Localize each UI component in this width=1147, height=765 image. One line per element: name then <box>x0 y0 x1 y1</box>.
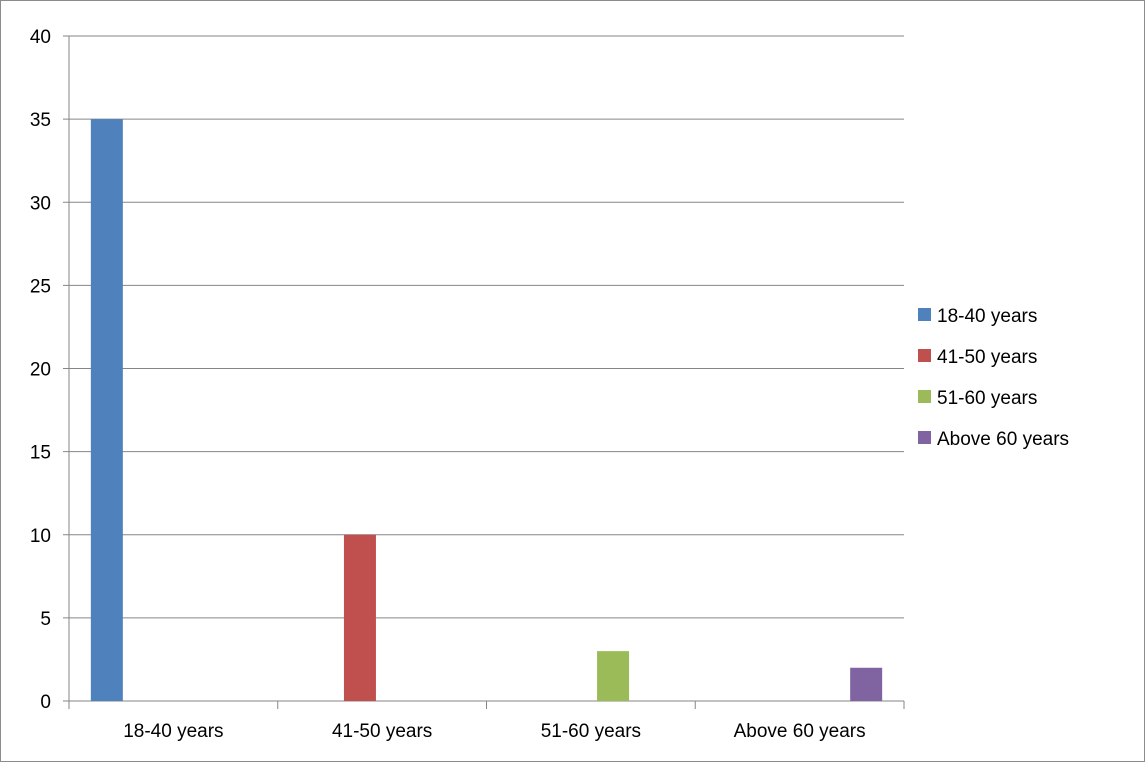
bar-51-60-years <box>597 651 630 701</box>
x-tick-label-2: 51-60 years <box>541 721 641 742</box>
legend-label-1: 41-50 years <box>937 347 1037 368</box>
y-tick-label-40: 40 <box>30 27 51 48</box>
legend-label-2: 51-60 years <box>937 388 1037 409</box>
legend-swatch-2 <box>918 390 931 403</box>
y-tick-label-5: 5 <box>40 609 51 630</box>
y-tick-label-20: 20 <box>30 360 51 381</box>
y-tick-label-0: 0 <box>40 692 51 713</box>
y-tick-label-30: 30 <box>30 193 51 214</box>
legend-label-3: Above 60 years <box>937 429 1069 450</box>
y-tick-label-15: 15 <box>30 443 51 464</box>
legend-swatch-1 <box>918 349 931 362</box>
bar-41-50-years <box>343 534 376 701</box>
legend-label-0: 18-40 years <box>937 306 1037 327</box>
bar-18-40-years <box>90 119 123 701</box>
x-tick-label-0: 18-40 years <box>123 721 223 742</box>
bar-above-60-years <box>850 667 883 701</box>
x-tick-label-1: 41-50 years <box>332 721 432 742</box>
y-tick-label-35: 35 <box>30 110 51 131</box>
x-tick-label-3: Above 60 years <box>734 721 866 742</box>
y-tick-label-10: 10 <box>30 526 51 547</box>
y-tick-label-25: 25 <box>30 276 51 297</box>
legend-swatch-3 <box>918 431 931 444</box>
legend-swatch-0 <box>918 308 931 321</box>
